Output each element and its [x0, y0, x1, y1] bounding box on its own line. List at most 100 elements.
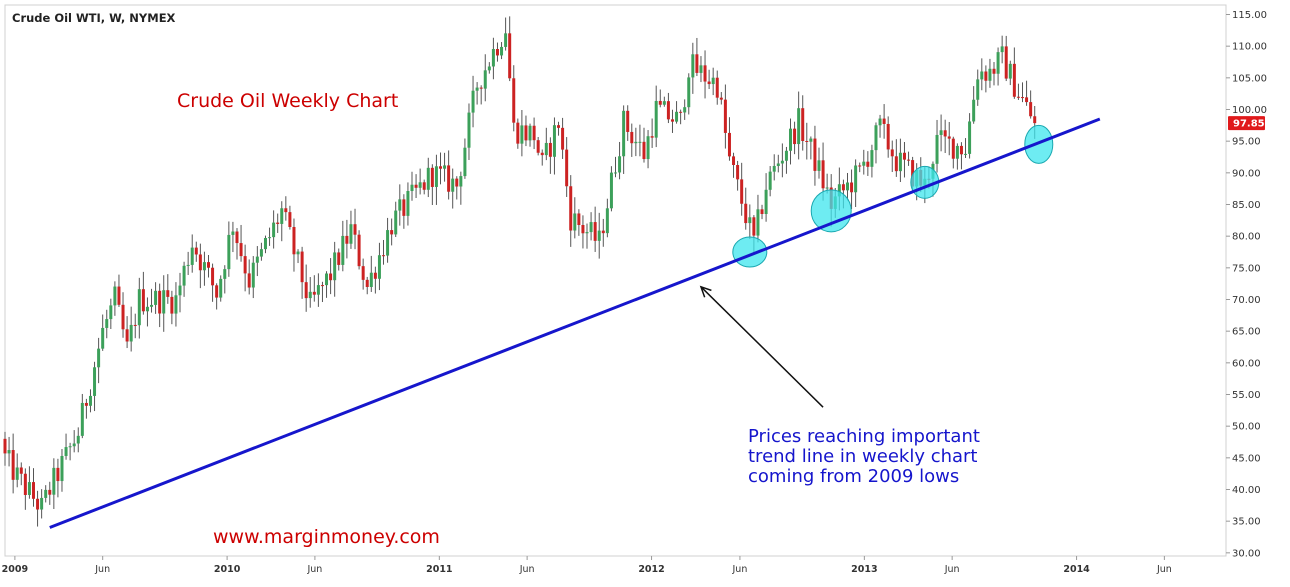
candle-body [793, 128, 797, 145]
candle-body [60, 455, 64, 482]
candle-body [72, 443, 76, 447]
candle-body [353, 224, 357, 235]
candle-body [373, 272, 377, 279]
candle-body [744, 203, 748, 224]
candle-body [105, 319, 109, 328]
candle-body [764, 189, 768, 215]
candle-body [951, 138, 955, 159]
candle-body [223, 269, 227, 279]
annotation-arrow [699, 285, 824, 408]
candle-body [84, 402, 88, 406]
candle-body [231, 231, 235, 235]
candle-body [699, 65, 703, 73]
candle-body [349, 224, 353, 244]
candle-body [27, 482, 31, 495]
candle-body [455, 178, 459, 187]
candle-body [841, 184, 845, 191]
candle-body [646, 136, 650, 160]
candle-body [536, 140, 540, 153]
y-tick-label: 70.00 [1232, 295, 1261, 306]
candle-body [495, 49, 499, 56]
candle-body [15, 467, 19, 480]
candle-body [296, 251, 300, 255]
candle-body [255, 256, 259, 263]
candle-body [211, 267, 215, 286]
candle-body [117, 286, 121, 305]
x-tick-label: Jun [944, 564, 960, 575]
candle-body [715, 77, 719, 98]
candle-body [410, 184, 414, 192]
candle-body [630, 131, 634, 144]
candle-body [341, 235, 345, 265]
candle-body [748, 217, 752, 224]
candle-body [939, 130, 943, 135]
candle-body [597, 230, 601, 241]
candle-body [943, 130, 947, 137]
candle-body [438, 166, 442, 169]
candle-body [964, 153, 968, 155]
candle-body [988, 68, 992, 81]
x-tick-label: Jun [732, 564, 748, 575]
last-price-tag: 97.85 [1228, 116, 1265, 131]
candle-body [300, 251, 304, 283]
candle-body [695, 54, 699, 73]
candle-body [333, 252, 337, 281]
candle-body [780, 160, 784, 164]
candle-body [19, 467, 23, 474]
candle-body [1012, 63, 1016, 97]
candle-body [312, 291, 316, 295]
candle-body [548, 142, 552, 157]
candle-body [581, 225, 585, 234]
candle-body [768, 171, 772, 190]
candle-body [154, 290, 158, 305]
candle-body [911, 160, 915, 187]
candle-body [121, 304, 125, 330]
candle-body [691, 54, 695, 78]
candle-body [890, 149, 894, 157]
candle-body [483, 70, 487, 89]
candle-body [589, 222, 593, 233]
candle-body [1029, 102, 1033, 117]
candle-body [186, 264, 190, 266]
candle-body [251, 262, 255, 288]
candle-body [386, 230, 390, 256]
candle-body [345, 235, 349, 244]
candle-body [463, 147, 467, 177]
candle-body [727, 132, 731, 157]
candle-body [516, 122, 520, 144]
candle-body [670, 119, 674, 122]
candle-body [394, 210, 398, 235]
candle-body [31, 482, 35, 499]
candle-body [64, 447, 68, 456]
candle-body [837, 184, 841, 197]
candle-body [182, 265, 186, 286]
candle-body [650, 136, 654, 138]
candle-body [813, 138, 817, 171]
highlight-circle [810, 189, 852, 233]
candle-body [263, 237, 267, 250]
y-tick-label: 90.00 [1232, 168, 1261, 179]
candle-body [215, 285, 219, 298]
candle-body [48, 489, 52, 495]
candle-body [772, 165, 776, 172]
candle-body [113, 286, 117, 306]
candle-body [426, 167, 430, 190]
candle-body [512, 78, 516, 123]
candle-body [740, 179, 744, 204]
y-tick-label: 60.00 [1232, 358, 1261, 369]
candle-body [109, 305, 113, 320]
candle-body [614, 172, 617, 174]
candle-body [276, 222, 280, 224]
candle-body [430, 167, 434, 187]
candle-body [178, 285, 182, 296]
candle-body [268, 237, 272, 239]
candle-body [76, 435, 80, 444]
candle-body [284, 208, 288, 213]
y-tick-label: 55.00 [1232, 390, 1261, 401]
x-tick-label: Jun [519, 564, 535, 575]
candle-body [504, 33, 508, 47]
candle-body [992, 68, 996, 74]
candle-body [500, 46, 504, 56]
candle-body [487, 66, 491, 71]
candle-body [247, 273, 251, 288]
